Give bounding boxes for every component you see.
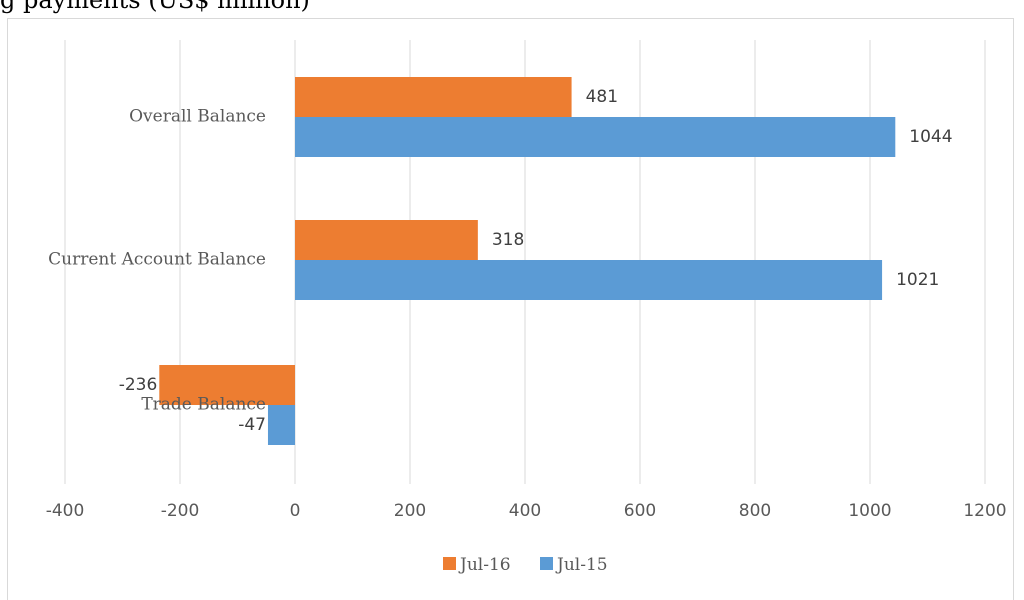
- bar-jul-16: [295, 77, 572, 117]
- legend: Jul-16 Jul-15: [443, 555, 608, 575]
- x-tick-label: 400: [509, 501, 541, 521]
- data-label: 481: [586, 87, 618, 107]
- x-tick-label: -400: [46, 501, 85, 521]
- bar-jul-16: [295, 220, 478, 260]
- bar-jul-16: [159, 365, 295, 405]
- chart-frame: [7, 18, 1014, 600]
- x-tick-label: 1200: [963, 501, 1006, 521]
- legend-label: Jul-16: [458, 555, 511, 575]
- bar-jul-15: [295, 260, 883, 300]
- bar-jul-15: [295, 117, 896, 157]
- bars: [159, 77, 896, 445]
- data-label: -236: [119, 375, 158, 395]
- x-tick-label: 600: [624, 501, 656, 521]
- category-label: Overall Balance: [129, 107, 266, 127]
- category-label: Current Account Balance: [48, 250, 266, 270]
- data-label: 318: [492, 230, 524, 250]
- x-tick-label: 200: [394, 501, 426, 521]
- legend-swatch: [540, 557, 553, 570]
- data-label: 1044: [909, 127, 952, 147]
- x-tick-label: 1000: [848, 501, 891, 521]
- category-label: Trade Balance: [141, 395, 266, 415]
- data-label: -47: [238, 415, 266, 435]
- x-tick-label: 0: [290, 501, 301, 521]
- x-tick-label: -200: [161, 501, 200, 521]
- x-tick-label: 800: [739, 501, 771, 521]
- legend-swatch: [443, 557, 456, 570]
- legend-label: Jul-15: [555, 555, 608, 575]
- data-labels: 481 1044 318 1021 -236 -47: [119, 87, 953, 435]
- bar-jul-15: [267, 405, 295, 445]
- data-label: 1021: [896, 270, 939, 290]
- x-tick-labels: -400 -200 0 200 400 600 800 1000 1200: [46, 501, 1007, 521]
- caption-fragment: g payments (US$ million): [0, 0, 310, 14]
- category-labels: Overall Balance Current Account Balance Tr…: [48, 107, 266, 415]
